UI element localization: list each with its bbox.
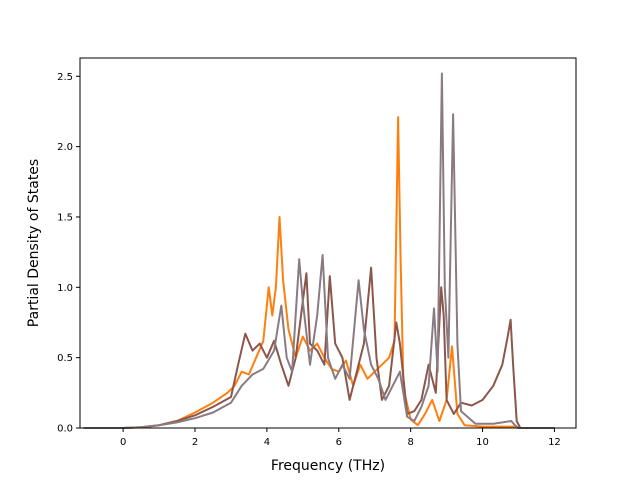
y-tick-label: 2.5: [57, 72, 73, 83]
y-tick-label: 0.0: [57, 424, 73, 435]
y-tick-label: 1.5: [57, 212, 73, 223]
y-tick-label: 0.5: [57, 353, 73, 364]
x-tick-label: 0: [120, 437, 126, 448]
x-tick-label: 4: [264, 437, 270, 448]
y-axis-ticks: 0.0 0.5 1.0 1.5 2.0 2.5: [57, 72, 80, 435]
x-tick-label: 10: [476, 437, 489, 448]
x-tick-label: 8: [407, 437, 413, 448]
series-line-3: [83, 72, 555, 429]
plot-frame: [79, 57, 577, 429]
y-axis-label: Partial Density of States: [26, 159, 42, 327]
x-axis-label: Frequency (THz): [271, 458, 385, 474]
x-axis-ticks: 0 2 4 6 8 10 12: [120, 428, 561, 448]
x-tick-label: 6: [336, 437, 342, 448]
x-tick-label: 2: [192, 437, 198, 448]
series-line-2: [83, 266, 555, 429]
x-tick-label: 12: [548, 437, 561, 448]
series-layer: [83, 72, 555, 429]
y-tick-label: 1.0: [57, 283, 73, 294]
y-tick-label: 2.0: [57, 142, 73, 153]
